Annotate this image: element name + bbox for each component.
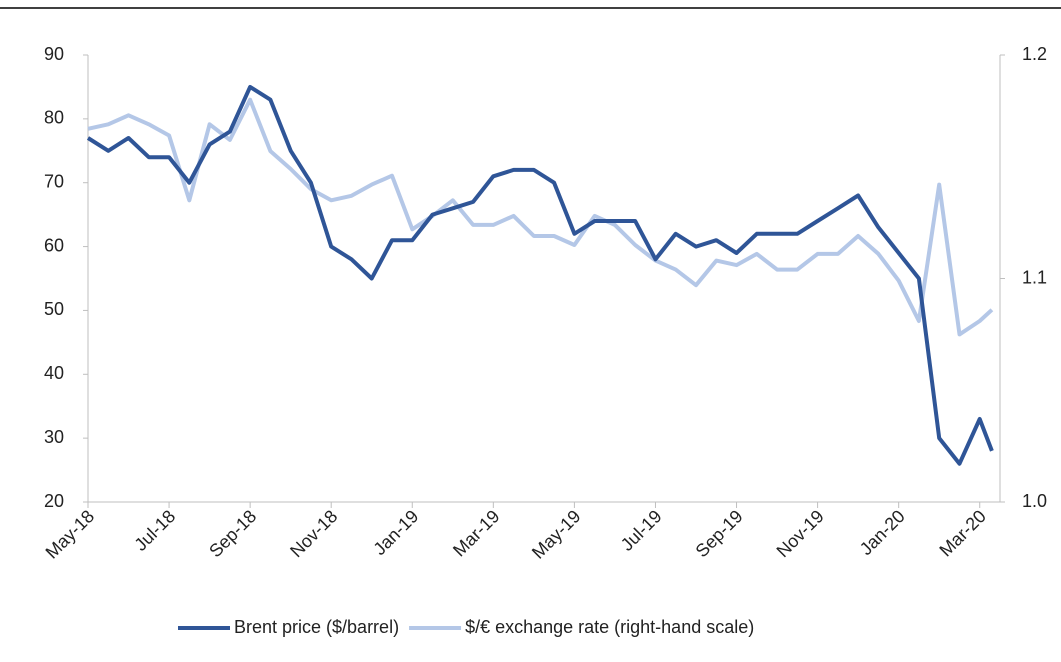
y2-tick-label: 1.2 [1022,44,1047,64]
y2-tick-label: 1.1 [1022,267,1047,287]
series-line [87,97,994,337]
y2-tick-label: 1.0 [1022,491,1047,511]
x-tick-label: Jan-20 [856,506,909,559]
x-tick-label: Jul-18 [130,506,179,555]
x-tick-label: May-18 [42,506,99,563]
x-tick-label: Mar-19 [449,506,503,560]
x-tick-label: Sep-19 [692,506,747,561]
y-tick-label: 90 [44,44,64,64]
series-line [86,84,994,466]
y-tick-label: 30 [44,427,64,447]
y-tick-label: 80 [44,108,64,128]
x-tick-label: May-19 [528,506,585,563]
x-tick-label: Nov-19 [773,506,828,561]
y-tick-label: 40 [44,363,64,383]
legend-label: Brent price ($/barrel) [234,617,399,637]
y-tick-label: 50 [44,299,64,319]
x-tick-label: Jan-19 [369,506,422,559]
x-tick-label: Sep-18 [205,506,260,561]
y-tick-label: 20 [44,491,64,511]
y-tick-label: 70 [44,171,64,191]
y-tick-label: 60 [44,235,64,255]
legend-label: $/€ exchange rate (right-hand scale) [465,617,754,637]
x-tick-label: Mar-20 [935,506,989,560]
x-tick-label: Jul-19 [617,506,666,555]
x-tick-label: Nov-18 [286,506,341,561]
